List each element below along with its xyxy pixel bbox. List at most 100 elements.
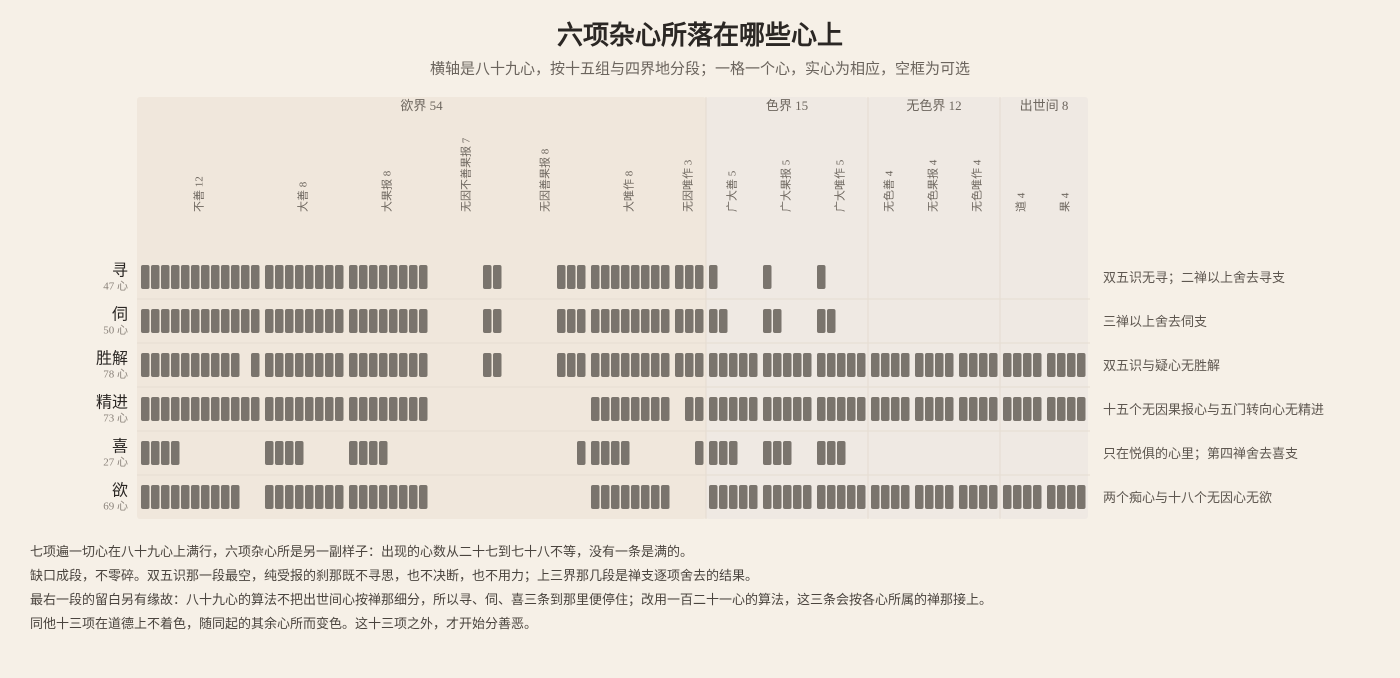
cell <box>181 265 190 289</box>
cell <box>763 441 772 465</box>
cell <box>305 397 314 421</box>
cell <box>827 485 836 509</box>
cell <box>295 441 304 465</box>
cell <box>315 353 324 377</box>
row-name: 寻 <box>112 263 128 280</box>
cell <box>1023 397 1032 421</box>
cell <box>325 265 334 289</box>
cell <box>1013 353 1022 377</box>
cell <box>151 397 160 421</box>
cell <box>369 265 378 289</box>
cell <box>483 309 492 333</box>
cell <box>211 309 220 333</box>
group-label: 无因善果报 8 <box>538 148 552 212</box>
cell <box>817 309 826 333</box>
cell <box>201 265 210 289</box>
cell <box>661 309 670 333</box>
cell <box>419 485 428 509</box>
cell <box>631 309 640 333</box>
cell <box>181 353 190 377</box>
row-count: 73 心 <box>103 412 128 425</box>
cell <box>817 397 826 421</box>
group-label: 大果报 8 <box>380 170 394 212</box>
cell <box>315 265 324 289</box>
cell <box>969 353 978 377</box>
cell <box>369 397 378 421</box>
cell <box>959 397 968 421</box>
cell <box>181 485 190 509</box>
cell <box>557 353 566 377</box>
cell <box>935 485 944 509</box>
cell <box>709 265 718 289</box>
cell <box>369 353 378 377</box>
cell <box>1003 485 1012 509</box>
cell <box>349 309 358 333</box>
cell <box>359 353 368 377</box>
cell <box>695 353 704 377</box>
cell <box>181 309 190 333</box>
cell <box>661 397 670 421</box>
cell <box>389 353 398 377</box>
row-count: 50 心 <box>103 324 128 337</box>
cell <box>295 485 304 509</box>
cell <box>611 485 620 509</box>
cell <box>631 353 640 377</box>
cell <box>359 485 368 509</box>
cell <box>275 485 284 509</box>
cell <box>285 485 294 509</box>
cell <box>749 397 758 421</box>
cell <box>891 485 900 509</box>
cell <box>621 265 630 289</box>
group-label: 广大果报 5 <box>779 159 793 212</box>
cell <box>591 485 600 509</box>
cell <box>379 309 388 333</box>
cell <box>211 265 220 289</box>
cell <box>399 353 408 377</box>
cell <box>709 309 718 333</box>
cell <box>591 441 600 465</box>
cell <box>881 353 890 377</box>
cell <box>557 309 566 333</box>
cell <box>325 485 334 509</box>
cell <box>231 397 240 421</box>
cell <box>631 397 640 421</box>
cell <box>191 397 200 421</box>
cell <box>925 485 934 509</box>
cell <box>577 353 586 377</box>
cell <box>567 265 576 289</box>
cell <box>305 265 314 289</box>
cell <box>577 309 586 333</box>
cell <box>979 485 988 509</box>
cell <box>959 353 968 377</box>
cell <box>817 485 826 509</box>
cell <box>695 397 704 421</box>
cell <box>1057 353 1066 377</box>
cell <box>231 353 240 377</box>
cell <box>349 441 358 465</box>
group-label: 果 4 <box>1059 192 1072 212</box>
cell <box>783 485 792 509</box>
cell <box>611 309 620 333</box>
cell <box>1013 397 1022 421</box>
cell <box>251 397 260 421</box>
cell <box>577 441 586 465</box>
cell <box>201 353 210 377</box>
cell <box>847 485 856 509</box>
cell <box>1033 485 1042 509</box>
cell <box>749 485 758 509</box>
cell <box>989 485 998 509</box>
cell <box>419 397 428 421</box>
cell <box>709 441 718 465</box>
cell <box>685 397 694 421</box>
cell <box>763 353 772 377</box>
cell <box>369 485 378 509</box>
cell <box>221 397 230 421</box>
cell <box>1033 397 1042 421</box>
row-name: 精进 <box>96 394 128 412</box>
cell <box>493 265 502 289</box>
cell <box>959 485 968 509</box>
cell <box>837 485 846 509</box>
cell <box>171 353 180 377</box>
cell <box>221 353 230 377</box>
cell <box>641 353 650 377</box>
